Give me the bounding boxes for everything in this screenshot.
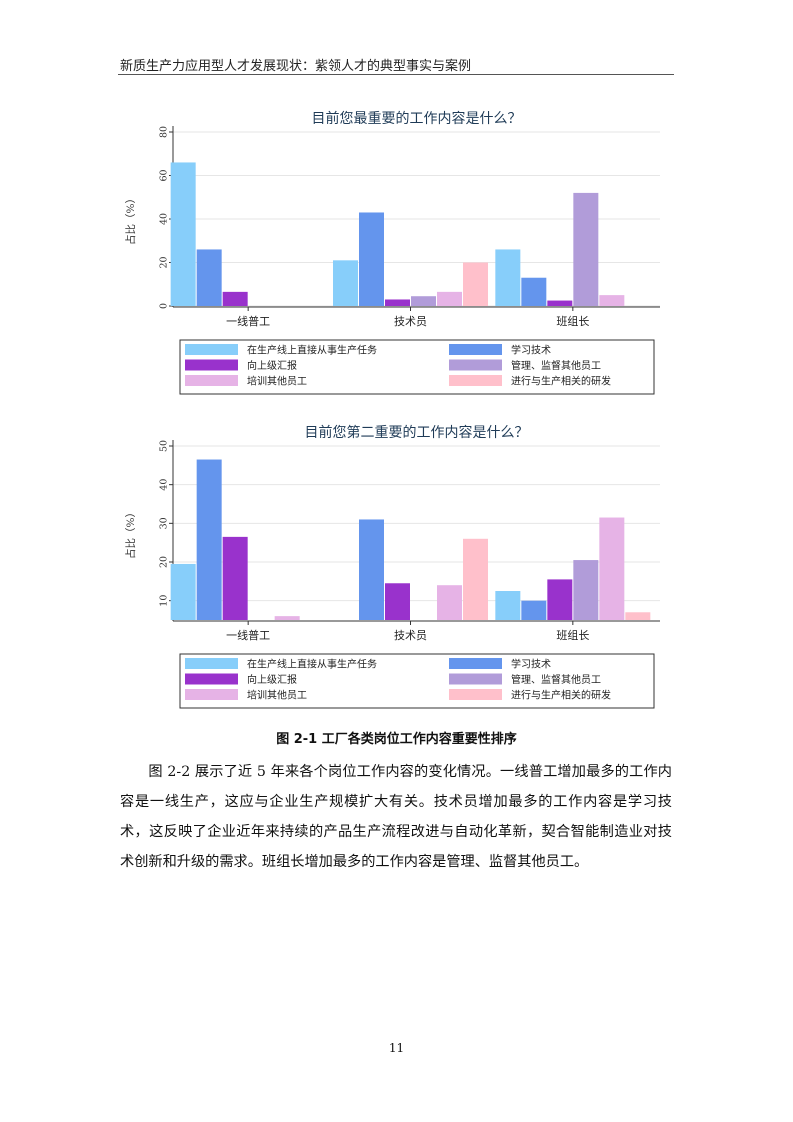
- y-tick-label: 40: [159, 213, 170, 225]
- legend-swatch: [449, 375, 502, 386]
- bar: [411, 296, 436, 306]
- legend-label: 培训其他员工: [247, 375, 307, 388]
- legend-label: 进行与生产相关的研发: [511, 375, 611, 388]
- y-tick-label: 0: [159, 303, 170, 309]
- bar: [521, 277, 547, 306]
- bar: [547, 300, 573, 306]
- bar: [196, 459, 222, 620]
- bar: [573, 192, 599, 306]
- legend-swatch: [185, 689, 238, 700]
- bar: [495, 249, 521, 306]
- legend-box: [179, 339, 655, 395]
- legend-swatch: [449, 359, 502, 371]
- chart-second-important: 目前您第二重要的工作内容是什么？ 10 20 30 40 50 占比（%） 一线普工 技术员 班组…: [120, 410, 674, 722]
- x-tick-label: 技术员: [394, 629, 427, 642]
- legend-label: 向上级汇报: [247, 673, 297, 686]
- legend-swatch: [185, 359, 238, 371]
- x-tick-label: 技术员: [394, 315, 427, 328]
- body-text: 图 2-2 展示了近 5 年来各个岗位工作内容的变化情况。一线普工增加最多的工作…: [120, 757, 672, 877]
- bar: [625, 612, 651, 620]
- y-axis-label: 占比（%）: [124, 193, 137, 245]
- y-tick-label: 10: [159, 595, 170, 607]
- header-rule: [118, 74, 674, 75]
- y-tick-label: 20: [159, 556, 170, 568]
- legend-swatch: [449, 673, 502, 685]
- bar: [521, 600, 547, 620]
- bar: [463, 262, 488, 306]
- bar: [573, 560, 599, 620]
- bar: [196, 249, 222, 306]
- bar: [333, 260, 358, 306]
- legend-swatch: [185, 375, 238, 386]
- bar: [385, 583, 410, 620]
- page-number: 11: [388, 1041, 405, 1055]
- legend-label: 在生产线上直接从事生产任务: [247, 344, 377, 357]
- legend-label: 管理、监督其他员工: [511, 673, 601, 686]
- legend-swatch: [449, 344, 502, 355]
- y-axis-label: 占比（%）: [124, 507, 137, 559]
- x-tick-label: 一线普工: [226, 314, 270, 328]
- legend-label: 进行与生产相关的研发: [511, 689, 611, 702]
- running-header: 新质生产力应用型人才发展现状：紫领人才的典型事实与案例: [120, 59, 472, 74]
- bar: [170, 162, 196, 306]
- body-paragraph: 图 2-2 展示了近 5 年来各个岗位工作内容的变化情况。一线普工增加最多的工作…: [120, 764, 672, 870]
- legend-swatch: [449, 689, 502, 700]
- legend-label: 培训其他员工: [247, 689, 307, 702]
- bar: [599, 295, 625, 306]
- bar: [495, 591, 521, 620]
- legend-swatch: [185, 658, 238, 669]
- chart-title: 目前您第二重要的工作内容是什么？: [305, 424, 529, 441]
- legend-label: 学习技术: [511, 658, 551, 671]
- y-tick-label: 20: [159, 256, 170, 268]
- bar: [222, 536, 248, 620]
- bar: [437, 585, 462, 620]
- legend-swatch: [185, 344, 238, 355]
- y-tick-label: 50: [159, 440, 170, 452]
- y-tick-label: 30: [159, 517, 170, 529]
- bar: [599, 517, 625, 620]
- bar: [170, 563, 196, 620]
- legend-swatch: [185, 673, 238, 685]
- y-tick-label: 40: [159, 479, 170, 491]
- y-tick-label: 80: [159, 126, 170, 138]
- chart-most-important: 目前您最重要的工作内容是什么？ 0 20 40 60 80 占比（%） 一线普工 技术员 班组长在…: [120, 96, 674, 408]
- bar: [359, 519, 384, 620]
- figure-caption: 图 2-1 工厂各类岗位工作内容重要性排序: [276, 732, 517, 747]
- legend-label: 管理、监督其他员工: [511, 359, 601, 372]
- x-tick-label: 班组长: [556, 628, 589, 642]
- bar: [385, 299, 410, 306]
- bar: [547, 579, 573, 620]
- x-tick-label: 班组长: [556, 314, 589, 328]
- legend-swatch: [449, 658, 502, 669]
- legend-label: 在生产线上直接从事生产任务: [247, 658, 377, 671]
- chart-title: 目前您最重要的工作内容是什么？: [312, 110, 522, 127]
- bar: [222, 291, 248, 306]
- legend-label: 学习技术: [511, 344, 551, 357]
- legend-box: [179, 653, 655, 709]
- bar: [359, 212, 384, 306]
- legend-label: 向上级汇报: [247, 359, 297, 372]
- bar: [463, 538, 488, 620]
- bar: [274, 616, 300, 620]
- bar: [437, 291, 462, 306]
- y-tick-label: 60: [159, 169, 170, 181]
- x-tick-label: 一线普工: [226, 628, 270, 642]
